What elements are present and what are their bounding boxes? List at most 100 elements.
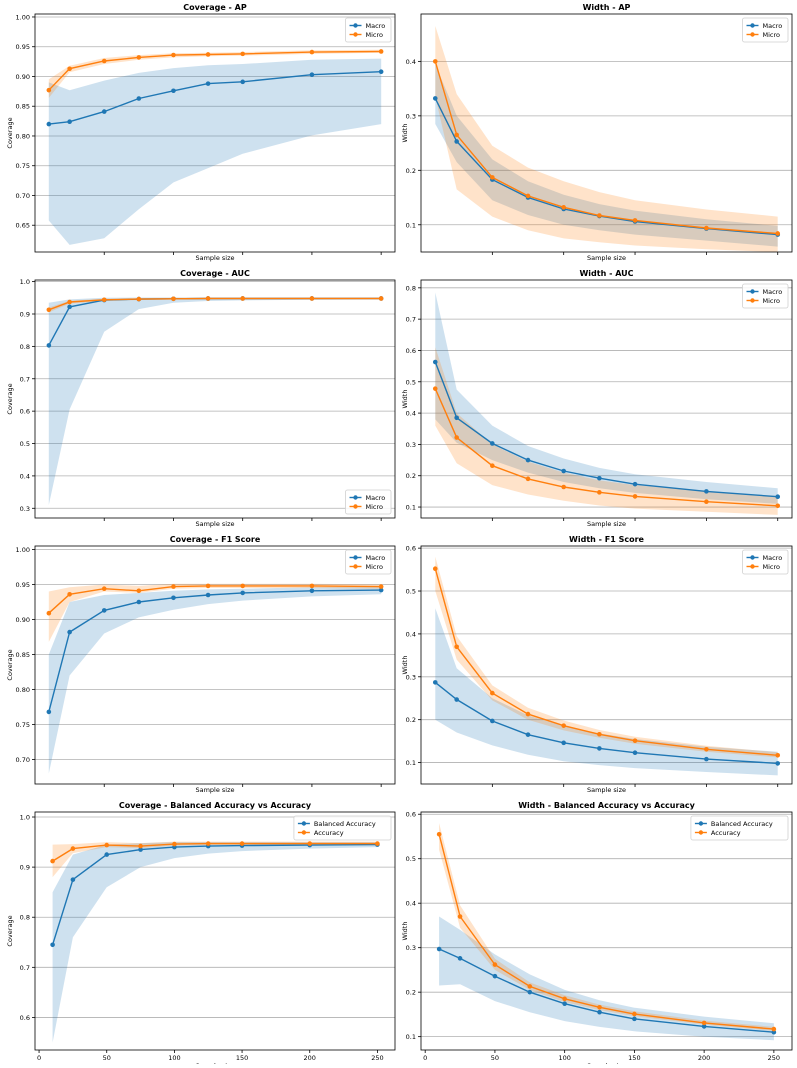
data-point [378,49,384,54]
legend-label-1: Micro [366,31,384,39]
confidence-band-0 [48,58,382,245]
y-tick-label: 0.7 [406,316,416,324]
y-tick-label: 1.00 [16,13,30,21]
chart-svg: Width - Balanced Accuracy vs Accuracy 0.1… [401,801,793,1068]
y-tick-label: 0.1 [406,504,416,512]
x-tick-label: 0 [423,1054,427,1062]
y-axis-label: Width [401,656,409,675]
legend-marker-0 [353,555,358,560]
confidence-band-0 [435,292,778,504]
chart-title: Coverage - AUC [180,269,250,278]
data-point [454,697,459,702]
data-point [490,718,495,724]
y-tick-label: 0.4 [20,472,30,480]
confidence-band-0 [48,586,382,774]
data-point [378,584,384,589]
data-point [46,343,52,348]
data-point [436,946,442,952]
y-tick-label: 0.1 [406,759,416,767]
legend-label-1: Micro [763,563,781,571]
y-tick-label: 0.9 [20,311,30,319]
data-point [525,193,531,199]
data-point [104,842,110,848]
data-point [632,481,638,487]
data-point [46,610,52,616]
x-axis-label: Sample size [587,520,626,528]
plot-frame [420,13,793,253]
legend-marker-0 [301,821,307,826]
y-axis-label: Coverage [6,649,14,680]
x-axis-label: Sample size [587,786,626,794]
x-axis-label: Sample size [195,1062,234,1064]
confidence-band-1 [52,841,378,878]
chart-svg: Width - AP 0.1 0.2 0.3 0.4 Sample size Width Ma… [401,3,793,262]
chart-svg: Coverage - AP 0.65 0.70 0.75 0.80 0.85 0.90 0.9… [6,3,396,262]
data-point [704,746,709,752]
legend-label-0: Balanced Accuracy [711,820,773,828]
y-axis-label: Width [401,124,409,143]
data-point [432,96,438,101]
chart-panel-6: Coverage - Balanced Accuracy vs Accuracy… [0,798,398,1068]
data-point [632,738,638,743]
y-tick-label: 0.4 [406,900,416,908]
y-tick-label: 0.75 [16,721,30,729]
data-point [597,1004,602,1010]
legend-marker-1 [750,298,755,303]
data-point [771,1026,777,1032]
y-tick-label: 1.0 [20,278,30,286]
data-point [632,1011,637,1017]
data-point [597,213,602,218]
data-point [632,1016,637,1022]
confidence-band-1 [439,823,774,1031]
data-point [597,475,602,481]
data-point [67,304,72,310]
x-tick-label: 100 [168,1054,180,1062]
legend-marker-1 [353,504,358,509]
data-point [240,590,245,596]
legend-label-1: Accuracy [711,829,741,837]
data-point [457,914,463,919]
data-point [632,750,638,755]
legend-label-0: Macro [763,22,783,30]
legend-marker-1 [301,830,307,835]
legend-marker-0 [750,555,755,560]
y-axis-label: Width [401,390,409,409]
y-tick-label: 0.5 [406,588,416,596]
data-point [136,296,142,302]
y-axis-label: Coverage [6,383,14,414]
y-tick-label: 0.90 [16,73,30,81]
data-point [701,1020,707,1026]
y-tick-label: 0.6 [406,811,416,819]
data-point [309,49,315,55]
data-point [775,503,781,509]
data-point [597,746,602,751]
x-tick-label: 250 [371,1054,383,1062]
data-point [432,680,438,685]
data-point [527,989,533,995]
x-tick-label: 50 [103,1054,111,1062]
y-tick-label: 0.8 [20,914,30,922]
legend-marker-1 [353,564,358,569]
plot-frame [420,545,793,785]
chart-panel-5: Width - F1 Score 0.1 0.2 0.3 0.4 0.5 0.6 Sample… [399,532,797,798]
y-tick-label: 0.3 [406,673,416,681]
chart-title: Width - Balanced Accuracy vs Accuracy [518,801,695,810]
data-point [205,52,211,57]
data-point [704,756,709,762]
confidence-band-1 [435,556,778,758]
y-axis-label: Coverage [6,117,14,148]
y-tick-label: 0.4 [406,630,416,638]
chart-svg: Width - AUC 0.1 0.2 0.3 0.4 0.5 0.6 0.7 0.8 Sampl… [401,269,793,528]
data-point [136,55,142,60]
x-tick-label: 200 [304,1054,316,1062]
data-point [704,499,709,505]
data-point [46,87,52,93]
y-tick-label: 0.3 [406,944,416,952]
legend-label-1: Micro [366,563,384,571]
y-tick-label: 0.70 [16,192,30,200]
data-point [240,296,245,301]
data-point [67,119,72,124]
data-point [525,732,531,737]
x-axis-label: Sample size [587,254,626,262]
